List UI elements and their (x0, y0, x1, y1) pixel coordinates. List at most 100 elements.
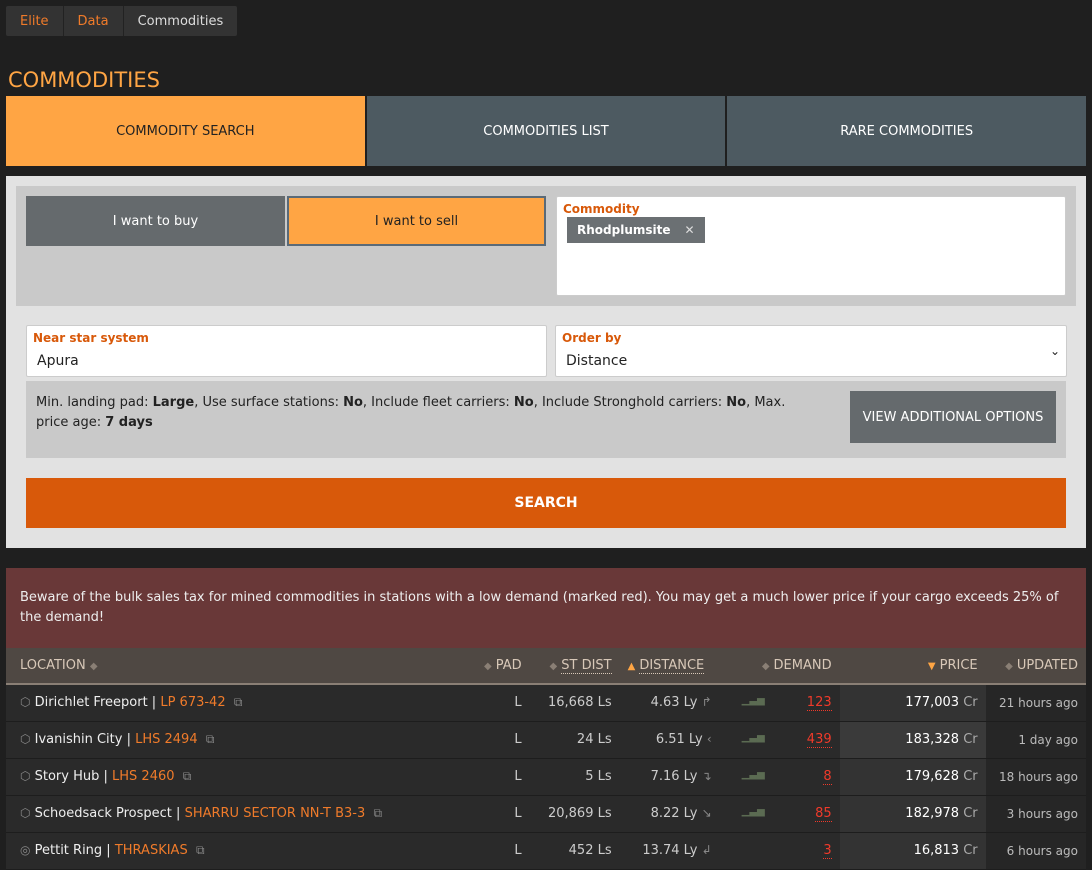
distance: 6.51 Ly (655, 732, 703, 747)
near-label: Near star system (33, 331, 149, 345)
station-icon: ◎ (20, 843, 31, 857)
breadcrumb-elite[interactable]: Elite (20, 13, 49, 29)
breadcrumb-data[interactable]: Data (77, 13, 109, 29)
table-row[interactable]: ⬡ Ivanishin City | LHS 2494 ⧉ L 24 Ls 6.… (6, 721, 1086, 759)
demand-level-icon: ▁▃▅ (741, 769, 765, 780)
system-name[interactable]: LP 673-42 (160, 695, 226, 711)
system-name[interactable]: SHARRU SECTOR NN-T B3-3 (184, 806, 366, 821)
station-icon: ⬡ (20, 695, 31, 710)
station-name[interactable]: Pettit Ring (34, 843, 103, 858)
near-value: Apura (37, 353, 79, 369)
copy-icon[interactable]: ⧉ (233, 695, 243, 710)
updated: 3 hours ago (985, 795, 1086, 833)
col-pad[interactable]: ◆ PAD (476, 648, 530, 685)
station-name[interactable]: Story Hub (34, 769, 100, 784)
demand: 123 (806, 695, 832, 712)
pad: L (476, 832, 530, 870)
station-icon: ⬡ (20, 806, 31, 820)
breadcrumb-current: Commodities (137, 13, 224, 29)
price: 179,628 (905, 769, 960, 784)
chip-label: Rhodplumsite (577, 223, 671, 237)
tab-commodities-list[interactable]: COMMODITIES LIST (366, 96, 726, 166)
breadcrumb: Elite Data Commodities (6, 6, 238, 36)
chevron-down-icon: ⌄ (1049, 344, 1060, 358)
pad: L (476, 721, 530, 759)
price-unit: Cr (963, 806, 978, 821)
demand-level-icon: ▁▃▅ (741, 806, 765, 817)
pad: L (476, 684, 530, 722)
copy-icon[interactable]: ⧉ (182, 769, 192, 783)
view-additional-options-button[interactable]: VIEW ADDITIONAL OPTIONS (850, 391, 1056, 443)
copy-icon[interactable]: ⧉ (205, 732, 215, 746)
station-name[interactable]: Dirichlet Freeport (34, 695, 148, 711)
distance: 13.74 Ly (642, 843, 698, 858)
system-name[interactable]: LHS 2460 (112, 769, 175, 784)
st-dist: 20,869 Ls (529, 795, 620, 833)
price: 16,813 (913, 843, 960, 858)
price: 182,978 (905, 806, 960, 821)
col-distance[interactable]: ▲ DISTANCE (619, 648, 720, 685)
direction-icon: ↱ (701, 695, 712, 710)
demand: 439 (806, 732, 832, 748)
search-form: I want to buy I want to sell Commodity R… (6, 176, 1086, 548)
commodity-field[interactable]: Commodity Rhodplumsite ✕ (556, 196, 1066, 296)
distance: 8.22 Ly (650, 806, 698, 821)
price-unit: Cr (963, 843, 978, 858)
updated: 18 hours ago (985, 758, 1086, 796)
pad: L (476, 795, 530, 833)
bulk-tax-warning: Beware of the bulk sales tax for mined c… (6, 568, 1086, 648)
tabs: COMMODITY SEARCH COMMODITIES LIST RARE C… (6, 96, 1087, 166)
direction-icon: ↴ (701, 769, 712, 783)
st-dist: 16,668 Ls (529, 684, 620, 722)
col-location[interactable]: LOCATION ◆ (6, 648, 476, 685)
close-icon[interactable]: ✕ (684, 223, 695, 237)
demand: 85 (815, 806, 832, 822)
system-name[interactable]: LHS 2494 (135, 732, 198, 747)
commodity-label: Commodity (563, 202, 640, 216)
updated: 1 day ago (985, 721, 1086, 759)
system-name[interactable]: THRASKIAS (114, 843, 188, 858)
options-summary: Min. landing pad: Large, Use surface sta… (36, 395, 786, 430)
sell-button[interactable]: I want to sell (287, 196, 546, 246)
st-dist: 24 Ls (529, 721, 620, 759)
col-st-dist[interactable]: ◆ ST DIST (529, 648, 620, 685)
tab-commodity-search[interactable]: COMMODITY SEARCH (6, 96, 365, 166)
col-price[interactable]: ▼ PRICE (839, 648, 986, 685)
direction-icon: ‹ (706, 732, 712, 746)
col-demand[interactable]: ◆ DEMAND (719, 648, 840, 685)
station-name[interactable]: Ivanishin City (34, 732, 123, 747)
table-row[interactable]: ◎ Pettit Ring | THRASKIAS ⧉ L 452 Ls 13.… (6, 832, 1086, 870)
table-row[interactable]: ⬡ Dirichlet Freeport | LP 673-42 ⧉ L 16,… (6, 684, 1086, 722)
order-value: Distance (566, 353, 628, 369)
updated: 6 hours ago (985, 832, 1086, 870)
order-by-select[interactable]: Order by Distance ⌄ (555, 325, 1067, 377)
direction-icon: ↲ (701, 843, 712, 857)
tab-rare-commodities[interactable]: RARE COMMODITIES (727, 96, 1087, 166)
copy-icon[interactable]: ⧉ (373, 806, 383, 820)
station-name[interactable]: Schoedsack Prospect (34, 806, 172, 821)
page-title: COMMODITIES (8, 68, 160, 92)
order-label: Order by (562, 331, 622, 345)
demand: 8 (823, 769, 832, 785)
table-row[interactable]: ⬡ Story Hub | LHS 2460 ⧉ L 5 Ls 7.16 Ly … (6, 758, 1086, 796)
commodity-chip: Rhodplumsite ✕ (567, 217, 705, 243)
st-dist: 5 Ls (529, 758, 620, 796)
updated: 21 hours ago (985, 684, 1086, 722)
price-unit: Cr (963, 695, 978, 711)
near-star-system-input[interactable]: Near star system Apura (26, 325, 547, 377)
st-dist: 452 Ls (529, 832, 620, 870)
distance: 7.16 Ly (650, 769, 698, 784)
price-unit: Cr (963, 769, 978, 784)
direction-icon: ↘ (701, 806, 712, 820)
col-updated[interactable]: ◆ UPDATED (985, 648, 1086, 685)
buy-button[interactable]: I want to buy (26, 196, 285, 246)
copy-icon[interactable]: ⧉ (195, 843, 205, 857)
distance: 4.63 Ly (650, 695, 698, 711)
demand: 3 (823, 843, 832, 859)
demand-level-icon: ▁▃▅ (741, 695, 765, 707)
station-icon: ⬡ (20, 732, 31, 746)
pad: L (476, 758, 530, 796)
price-unit: Cr (963, 732, 978, 747)
table-row[interactable]: ⬡ Schoedsack Prospect | SHARRU SECTOR NN… (6, 795, 1086, 833)
search-button[interactable]: SEARCH (26, 478, 1066, 528)
